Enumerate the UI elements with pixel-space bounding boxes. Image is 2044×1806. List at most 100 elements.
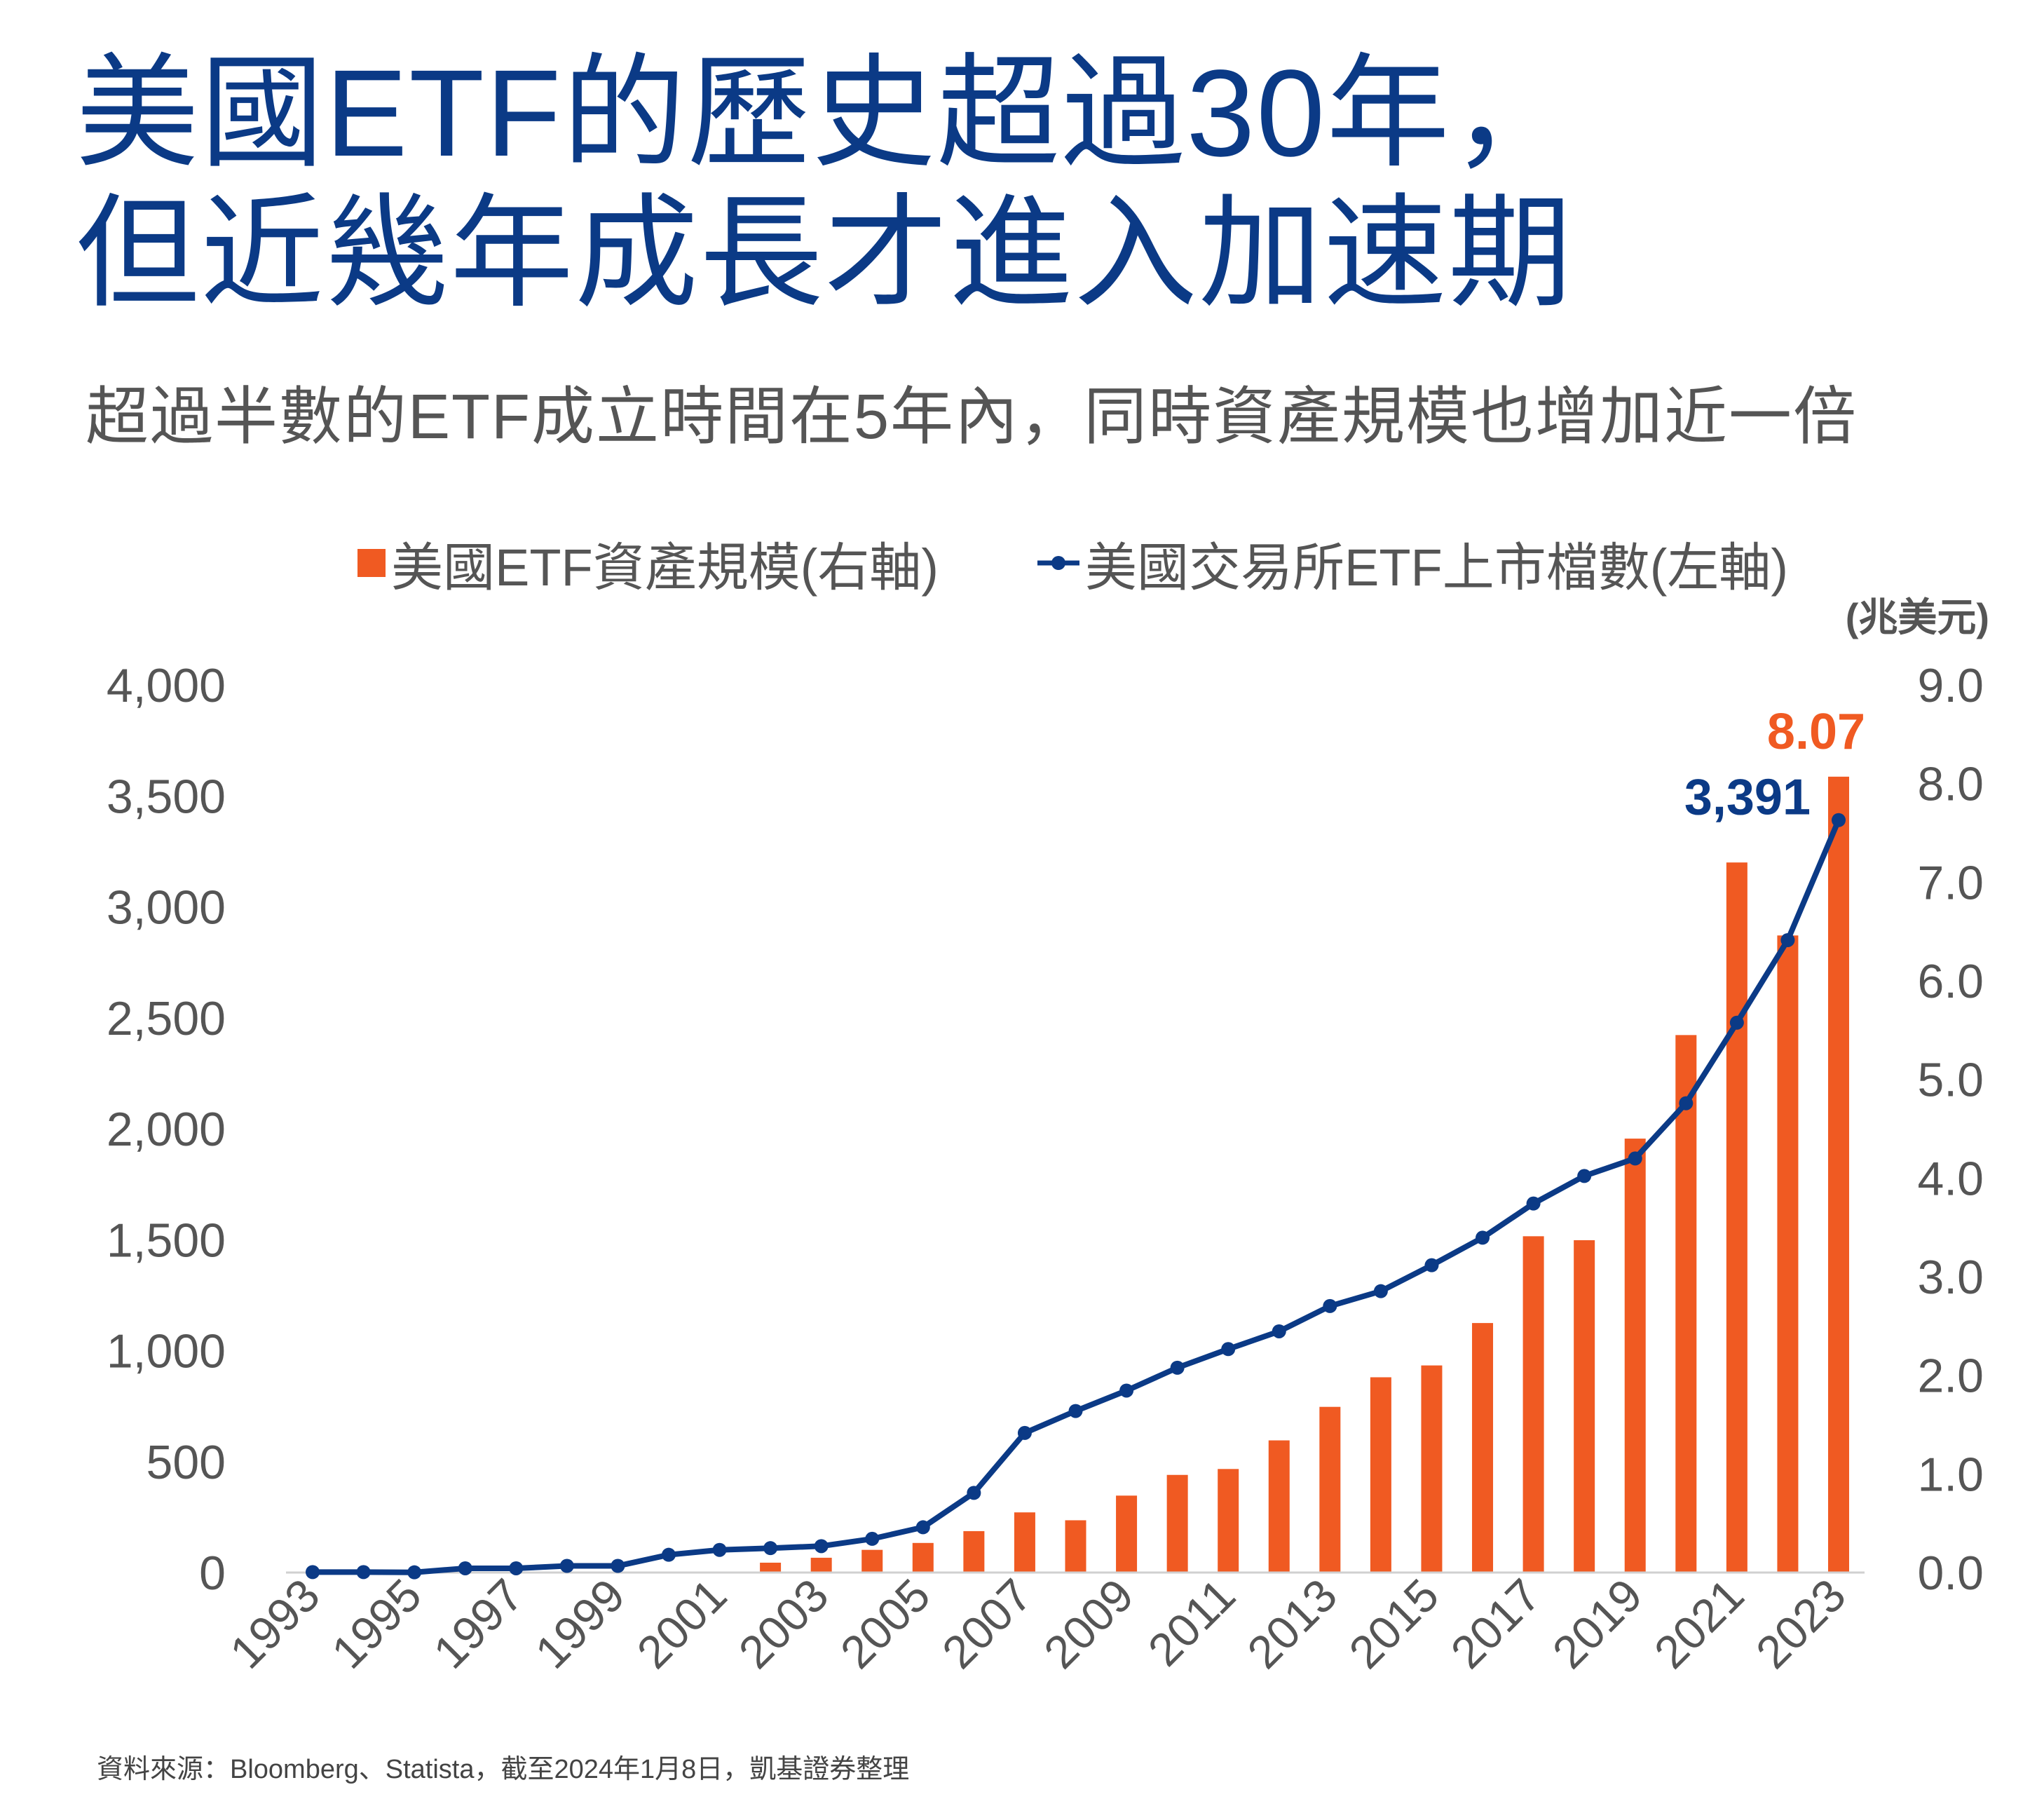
right-axis-unit: (兆美元) <box>1846 595 1989 639</box>
left-axis-tick-label: 0 <box>199 1547 226 1600</box>
right-axis-tick-label: 9.0 <box>1917 659 1984 712</box>
bar-2016 <box>1472 1323 1494 1573</box>
line-point-2007 <box>1017 1425 1032 1440</box>
bar-2019 <box>1624 1139 1646 1573</box>
bar-2006 <box>963 1530 985 1573</box>
bar-2021 <box>1726 862 1747 1573</box>
line-point-2021 <box>1729 1015 1744 1030</box>
x-axis-tick-label: 2005 <box>831 1569 940 1678</box>
bar-2023 <box>1828 776 1849 1573</box>
right-axis-tick-label: 5.0 <box>1917 1054 1984 1107</box>
bar-series <box>760 776 1849 1573</box>
line-point-1997 <box>509 1561 524 1575</box>
line-point-2018 <box>1577 1169 1592 1183</box>
chart-subtitle: 超過半數的ETF成立時間在5年內，同時資產規模也增加近一倍 <box>86 382 1858 452</box>
x-axis-tick-label: 2021 <box>1644 1569 1754 1678</box>
x-axis-tick-label: 2015 <box>1339 1569 1448 1678</box>
line-point-2013 <box>1323 1298 1337 1313</box>
title-line-1: 美國ETF的歷史超過30年， <box>76 45 1576 182</box>
x-axis-tick-label: 1999 <box>525 1569 634 1678</box>
bar-2002 <box>760 1562 782 1573</box>
x-axis-tick-label: 1997 <box>423 1569 533 1678</box>
right-axis-tick-label: 8.0 <box>1917 758 1984 811</box>
bar-2013 <box>1319 1406 1341 1573</box>
bar-2005 <box>912 1542 934 1573</box>
x-axis-tick-label: 2003 <box>728 1569 838 1678</box>
legend-line-marker-icon <box>1037 556 1079 570</box>
line-path <box>313 819 1841 1575</box>
x-axis-tick-label: 2023 <box>1746 1569 1855 1678</box>
line-point-2017 <box>1526 1196 1541 1211</box>
right-axis-tick-label: 0.0 <box>1917 1547 1984 1600</box>
left-axis-tick-label: 1,500 <box>107 1214 226 1267</box>
bar-2009 <box>1116 1495 1138 1573</box>
bar-2007 <box>1014 1512 1035 1573</box>
bar-2004 <box>861 1549 883 1573</box>
bar-2017 <box>1522 1236 1544 1573</box>
right-axis-tick-label: 3.0 <box>1917 1251 1984 1304</box>
line-point-2015 <box>1424 1258 1439 1272</box>
line-point-2005 <box>915 1520 930 1535</box>
left-axis-tick-label: 3,000 <box>107 881 226 935</box>
line-point-2016 <box>1476 1230 1490 1245</box>
legend-label-assets: 美國ETF資產規模(右軸) <box>391 538 939 597</box>
bar-2018 <box>1574 1240 1595 1573</box>
bar-2012 <box>1268 1440 1290 1573</box>
line-point-2002 <box>763 1541 778 1556</box>
bar-2014 <box>1370 1377 1391 1573</box>
bar-2010 <box>1166 1474 1188 1573</box>
bar-2020 <box>1675 1035 1697 1573</box>
line-point-2011 <box>1221 1342 1236 1357</box>
left-axis-tick-label: 3,500 <box>107 770 226 823</box>
right-axis-tick-label: 1.0 <box>1917 1448 1984 1501</box>
line-point-2006 <box>967 1486 981 1500</box>
x-axis-tick-label: 2017 <box>1440 1569 1550 1678</box>
line-point-1993 <box>306 1565 320 1580</box>
x-axis-tick-label: 2009 <box>1034 1569 1143 1678</box>
line-point-2020 <box>1679 1096 1694 1111</box>
bar-2008 <box>1065 1520 1086 1573</box>
right-axis-tick-label: 4.0 <box>1917 1152 1984 1205</box>
line-point-1996 <box>458 1561 472 1575</box>
bar-2022 <box>1777 935 1799 1573</box>
left-axis-tick-label: 500 <box>147 1436 226 1489</box>
right-axis-tick-label: 7.0 <box>1917 856 1984 909</box>
legend-item-count: 美國交易所ETF上市檔數(左軸) <box>1036 524 1788 602</box>
line-point-2009 <box>1119 1383 1134 1398</box>
line-last-value-label: 3,391 <box>1684 770 1811 826</box>
line-point-2023 <box>1832 813 1846 827</box>
line-point-2003 <box>814 1539 829 1554</box>
bar-2011 <box>1218 1469 1239 1573</box>
left-axis-tick-label: 1,000 <box>107 1325 226 1378</box>
bar-last-value-label: 8.07 <box>1767 704 1865 760</box>
line-point-1994 <box>356 1565 371 1580</box>
x-axis-tick-label: 1995 <box>322 1569 431 1678</box>
legend-bar-swatch-icon <box>357 549 386 577</box>
x-axis-tick-label: 2007 <box>932 1569 1042 1678</box>
line-series <box>306 813 1846 1580</box>
left-axis-tick-label: 2,500 <box>107 992 226 1045</box>
line-point-2022 <box>1780 932 1795 947</box>
left-axis: 0 500 1,000 1,500 2,000 2,500 3,000 3,500 4,000 <box>107 659 226 1600</box>
right-axis-tick-label: 2.0 <box>1917 1350 1984 1403</box>
x-axis-tick-label: 2013 <box>1237 1569 1347 1678</box>
line-point-2008 <box>1068 1404 1083 1418</box>
x-axis-tick-label: 2001 <box>627 1569 736 1678</box>
x-axis-tick-label: 2019 <box>1542 1569 1651 1678</box>
x-axis-tick-label: 2011 <box>1138 1569 1245 1676</box>
left-axis-tick-label: 2,000 <box>107 1103 226 1156</box>
line-point-1999 <box>611 1559 625 1573</box>
title-line-2: 但近幾年成長才進入加速期 <box>76 185 1574 322</box>
line-point-2012 <box>1272 1324 1286 1338</box>
line-point-2014 <box>1373 1284 1388 1298</box>
line-point-2010 <box>1170 1360 1185 1375</box>
bar-2015 <box>1421 1365 1443 1573</box>
right-axis-tick-label: 6.0 <box>1917 955 1984 1008</box>
legend-label-count: 美國交易所ETF上市檔數(左軸) <box>1085 538 1789 597</box>
x-axis-tick-label: 1993 <box>220 1569 329 1678</box>
line-point-2019 <box>1628 1151 1642 1166</box>
left-axis-tick-label: 4,000 <box>107 659 226 712</box>
x-axis: 1993199519971999200120032005200720092011… <box>220 1569 1855 1678</box>
line-point-2004 <box>865 1531 880 1546</box>
